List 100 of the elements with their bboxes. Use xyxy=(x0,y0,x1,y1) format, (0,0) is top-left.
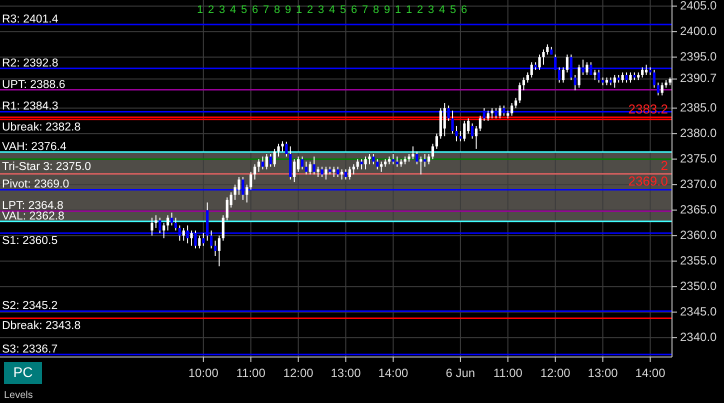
annotation: 3 xyxy=(428,4,434,16)
ref-line-label: Pivot: 2369.0 xyxy=(2,178,70,191)
annotation: 4 xyxy=(230,4,236,16)
x-tick-label: 12:00 xyxy=(540,366,571,380)
candlestick xyxy=(222,214,224,242)
candlestick xyxy=(455,125,458,142)
y-tick-label: 2395.0 xyxy=(680,49,718,64)
candlestick xyxy=(324,166,328,180)
candlestick xyxy=(470,122,474,140)
ref-line-label: R1: 2384.3 xyxy=(2,100,58,113)
annotation: 1 xyxy=(196,4,204,16)
candlestick xyxy=(578,64,580,88)
candlestick xyxy=(289,146,292,180)
candlestick xyxy=(641,66,644,78)
x-tick-label: 13:00 xyxy=(588,366,618,380)
candlestick xyxy=(304,161,308,175)
annotation: 3 xyxy=(318,4,324,16)
candlestick xyxy=(246,184,248,203)
ref-line-label: S1: 2360.5 xyxy=(2,235,58,248)
candlestick xyxy=(424,154,426,168)
candlestick xyxy=(352,164,355,175)
y-tick-label: 2345.0 xyxy=(680,304,718,318)
annotation: 1 xyxy=(296,4,302,16)
candlestick xyxy=(467,118,470,134)
ref-line-label: R2: 2392.8 xyxy=(2,57,58,70)
candlestick xyxy=(226,196,228,221)
candlestick xyxy=(344,168,348,180)
candlestick xyxy=(332,166,336,178)
annotation: 2 xyxy=(306,4,314,16)
y-tick-label: 2385.0 xyxy=(680,100,718,114)
annotation: 1 xyxy=(394,4,402,16)
x-tick-label: 11:00 xyxy=(493,366,523,380)
ref-line-label: VAL: 2362.8 xyxy=(2,210,64,222)
candlestick xyxy=(435,133,438,150)
candlestick xyxy=(218,235,221,267)
candlestick xyxy=(392,154,395,165)
x-tick-label: 14:00 xyxy=(378,366,409,380)
ref-line-label: VAH: 2376.4 xyxy=(2,140,67,153)
candlestick xyxy=(336,166,340,178)
candlestick xyxy=(562,66,565,84)
annotation: 5 xyxy=(450,4,456,16)
x-tick-label: 13:00 xyxy=(330,366,362,380)
candlestick xyxy=(376,158,379,170)
ref-line-label: S3: 2336.7 xyxy=(2,343,58,356)
candlestick xyxy=(412,146,414,160)
ref-line-label: S2: 2345.2 xyxy=(2,300,58,312)
candlestick xyxy=(154,214,158,228)
candlestick xyxy=(498,105,502,119)
annotation: 4 xyxy=(328,4,336,16)
candlestick xyxy=(182,227,185,242)
candlestick xyxy=(340,168,344,180)
ref-line-label: Ubreak: 2382.8 xyxy=(2,121,81,134)
candlestick xyxy=(312,156,316,175)
candlestick xyxy=(162,222,166,239)
candlestick xyxy=(320,166,324,178)
annotation: 6 xyxy=(460,4,468,16)
candlestick xyxy=(257,158,260,172)
candlestick xyxy=(478,115,482,132)
candlestick xyxy=(625,72,628,84)
candlestick xyxy=(281,140,284,152)
candlestick xyxy=(443,102,446,137)
candlestick xyxy=(170,212,174,226)
candlestick xyxy=(538,54,541,70)
candlestick xyxy=(190,230,193,246)
candlestick xyxy=(546,44,549,56)
y-tick-label: 2400.0 xyxy=(680,24,718,38)
candlestick xyxy=(566,54,569,73)
candlestick xyxy=(416,150,418,165)
candlestick xyxy=(526,72,529,84)
annotation: 8 xyxy=(372,4,380,16)
candlestick xyxy=(656,82,660,96)
candlestick xyxy=(316,166,320,178)
annotation: 5 xyxy=(240,4,248,16)
annotation: 3 xyxy=(218,4,226,16)
candlestick xyxy=(474,125,478,150)
candlestick xyxy=(621,72,624,84)
candlestick xyxy=(273,148,276,168)
candlestick xyxy=(250,171,252,190)
x-tick-label: 14:00 xyxy=(635,366,666,380)
candlestick xyxy=(348,166,352,180)
candlestick xyxy=(360,158,363,170)
annotation: 4 xyxy=(438,4,446,16)
candlestick xyxy=(372,154,375,165)
y-tick-label: 2405.0 xyxy=(680,0,718,12)
annotation: 9 xyxy=(384,4,390,16)
candlestick xyxy=(420,156,422,175)
y-tick-label: 2375.0 xyxy=(680,151,718,166)
text: Levels xyxy=(4,390,33,401)
candlestick xyxy=(368,154,371,165)
candlestick xyxy=(277,143,280,158)
x-tick-label: 6 Jun xyxy=(446,366,476,380)
annotation: 8 xyxy=(274,4,280,16)
annotation: 2 xyxy=(208,4,214,16)
candlestick xyxy=(356,158,359,170)
candlestick xyxy=(364,156,367,170)
candlestick xyxy=(300,156,304,170)
candlestick xyxy=(253,164,256,180)
candlestick xyxy=(396,156,398,168)
candlestick xyxy=(644,64,648,76)
candlestick xyxy=(380,161,383,172)
